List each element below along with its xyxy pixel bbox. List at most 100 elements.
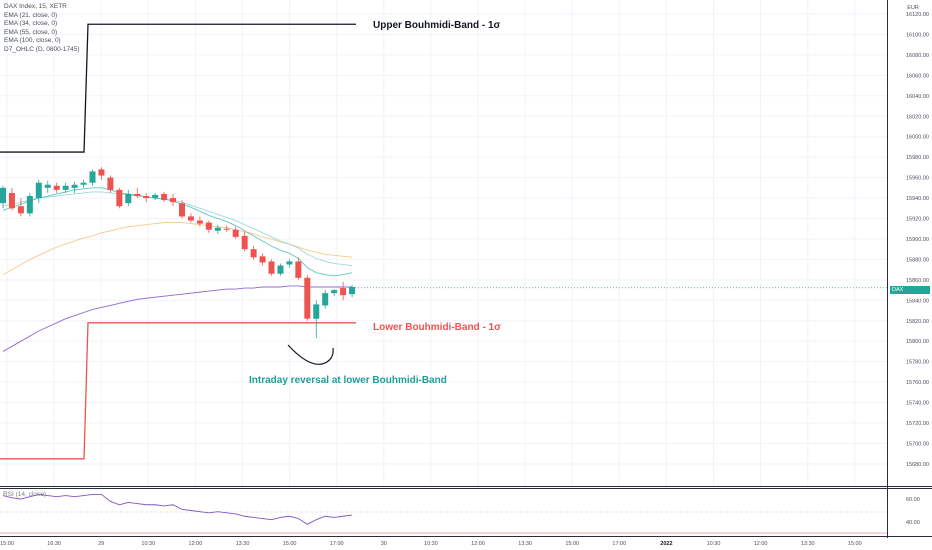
bouhmidi-bands (0, 23, 356, 460)
candle-body (241, 235, 248, 250)
candle-body (349, 287, 356, 295)
price-tick-label: 15860.00 (906, 278, 929, 284)
current-price-value: 15852.250 (895, 295, 921, 301)
price-tick-label: 16120.00 (906, 12, 929, 18)
candle-body (170, 198, 177, 203)
legend-ema21[interactable]: EMA (21, close, 0) (4, 11, 58, 19)
time-tick-label: 10:30 (141, 541, 155, 547)
candle-body (259, 256, 266, 263)
candle-body (331, 290, 338, 294)
indicator-legend: DAX Index, 15, XETR EMA (21, close, 0) E… (4, 3, 80, 55)
current-price-badge: DAX 15852.250 (890, 286, 930, 301)
candle-body (304, 277, 311, 319)
candle-body (268, 261, 275, 274)
price-tick-label: 15820.00 (906, 319, 929, 325)
candle-body (223, 228, 230, 230)
time-tick-label: 12:00 (471, 541, 485, 547)
legend-ema55[interactable]: EMA (55, close, 0) (4, 28, 58, 36)
axis-frames (0, 0, 932, 538)
ema55-line (2, 222, 353, 276)
price-tick-label: 15960.00 (906, 176, 929, 182)
price-tick-label: 15680.00 (906, 462, 929, 468)
candle-body (143, 196, 150, 199)
candle-body (295, 261, 302, 278)
time-tick-label: 16:30 (47, 541, 61, 547)
candle-body (322, 293, 329, 306)
candle-body (161, 193, 168, 201)
rsi-legend[interactable]: RSI (14, close) (3, 491, 46, 498)
price-tick-label: 15800.00 (906, 339, 929, 345)
price-tick-label: 15760.00 (906, 380, 929, 386)
candle-body (286, 261, 293, 265)
candle-body (0, 187, 6, 204)
candle-body (214, 227, 221, 231)
legend-ema100[interactable]: EMA (100, close, 0) (4, 37, 61, 45)
candle-body (196, 220, 203, 224)
legend-d7-ohlc[interactable]: D7_OHLC (D, 0800-1745) (4, 45, 80, 53)
time-tick-label: 15:00 (0, 541, 14, 547)
rsi-polyline (2, 493, 353, 525)
candles (0, 167, 356, 339)
legend-ema34[interactable]: EMA (34, close, 0) (4, 20, 58, 28)
time-tick-label: 13:30 (236, 541, 250, 547)
candle-body (277, 265, 284, 274)
price-tick-label: 16020.00 (906, 114, 929, 120)
lower-band-line (0, 322, 356, 460)
price-tick-label: 16060.00 (906, 73, 929, 79)
candle-body (232, 229, 239, 237)
price-tick-label: 15900.00 (906, 237, 929, 243)
price-tick-label: 16040.00 (906, 94, 929, 100)
price-tick-label: 15840.00 (906, 298, 929, 304)
price-tick-label: 16100.00 (906, 32, 929, 38)
price-tick-label: 16000.00 (906, 135, 929, 141)
time-tick-label: 15:00 (848, 541, 862, 547)
ema-lines (2, 187, 353, 352)
reversal-arc (287, 344, 334, 365)
time-tick-label: 30 (381, 541, 387, 547)
rsi-line (2, 493, 353, 525)
time-tick-label: 15:00 (283, 541, 297, 547)
candle-body (116, 189, 123, 207)
time-tick-label: 17:00 (612, 541, 626, 547)
time-tick-label: 29 (98, 541, 104, 547)
ema21-line (2, 187, 353, 277)
candle-body (125, 193, 132, 204)
candle-body (187, 216, 194, 221)
candle-body (89, 171, 96, 183)
price-tick-label: 15720.00 (906, 421, 929, 427)
candle-body (35, 182, 42, 199)
price-tick-label: 15940.00 (906, 196, 929, 202)
rsi-tick-label: 40.00 (906, 520, 920, 526)
price-tick-label: 15880.00 (906, 257, 929, 263)
ema34-line (2, 191, 353, 266)
candle-body (250, 249, 257, 258)
price-tick-label: 15780.00 (906, 360, 929, 366)
time-tick-label: 10:30 (707, 541, 721, 547)
price-axis[interactable]: 16120.00 16100.00 16080.00 16060.00 16040.00… (906, 12, 929, 468)
candle-body (313, 304, 320, 319)
current-price-ticker: DAX (892, 287, 904, 293)
time-tick-label: 17:00 (330, 541, 344, 547)
candle-body (98, 169, 105, 176)
candle-body (8, 192, 15, 209)
time-tick-label: 13:30 (801, 541, 815, 547)
lower-band-label: Lower Bouhmidi-Band - 1σ (373, 322, 501, 333)
candle-body (62, 185, 69, 190)
grid-lines (0, 0, 887, 486)
price-tick-label: 15920.00 (906, 217, 929, 223)
price-tick-label: 16080.00 (906, 53, 929, 59)
price-tick-label: 15740.00 (906, 401, 929, 407)
rsi-axis[interactable]: 60.00 40.00 (906, 497, 920, 526)
time-tick-label: 15:00 (565, 541, 579, 547)
rsi-tick-label: 60.00 (906, 497, 920, 503)
time-axis[interactable]: 15:00 16:30 29 10:30 12:00 13:30 15:00 17:00 30 1… (0, 541, 862, 547)
candle-body (134, 193, 141, 197)
candle-body (80, 182, 87, 185)
candle-body (340, 288, 347, 296)
upper-band-label: Upper Bouhmidi-Band - 1σ (373, 20, 501, 31)
time-tick-label: 10:30 (424, 541, 438, 547)
upper-band-line (0, 23, 356, 153)
candle-body (205, 222, 212, 230)
symbol-title[interactable]: DAX Index, 15, XETR (4, 3, 67, 10)
